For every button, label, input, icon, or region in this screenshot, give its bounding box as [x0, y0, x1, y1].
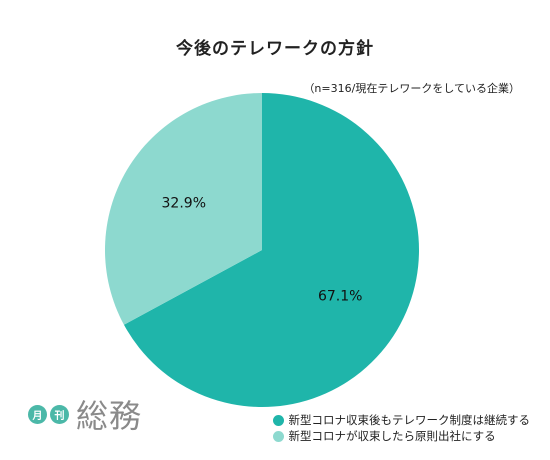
logo-badge-getsu: 月: [28, 405, 47, 424]
legend-label-return-office: 新型コロナが収束したら原則出社にする: [288, 429, 496, 443]
pie-label-continue: 67.1%: [318, 289, 362, 305]
pie-slice-return-office: [104, 93, 262, 325]
legend-swatch-continue-icon: [272, 414, 284, 426]
gekkan-soumu-logo: 月 刊 総務: [28, 400, 142, 432]
legend-item-continue: 新型コロナ収束後もテレワーク制度は継続する: [272, 412, 531, 428]
pie-label-return-office: 32.9%: [162, 195, 206, 211]
logo-wordmark: 総務: [76, 397, 143, 435]
legend-label-continue: 新型コロナ収束後もテレワーク制度は継続する: [288, 413, 531, 427]
logo-badge-kan: 刊: [50, 405, 69, 424]
legend-item-return-office: 新型コロナが収束したら原則出社にする: [272, 428, 531, 444]
chart-title: 今後のテレワークの方針: [176, 39, 374, 59]
chart-subtitle: （n=316/現在テレワークをしている企業）: [303, 82, 520, 95]
chart-legend: 新型コロナ収束後もテレワーク制度は継続する 新型コロナが収束したら原則出社にする: [272, 412, 531, 444]
legend-swatch-return-office-icon: [272, 430, 284, 442]
pie-slice-continue: [123, 93, 420, 407]
